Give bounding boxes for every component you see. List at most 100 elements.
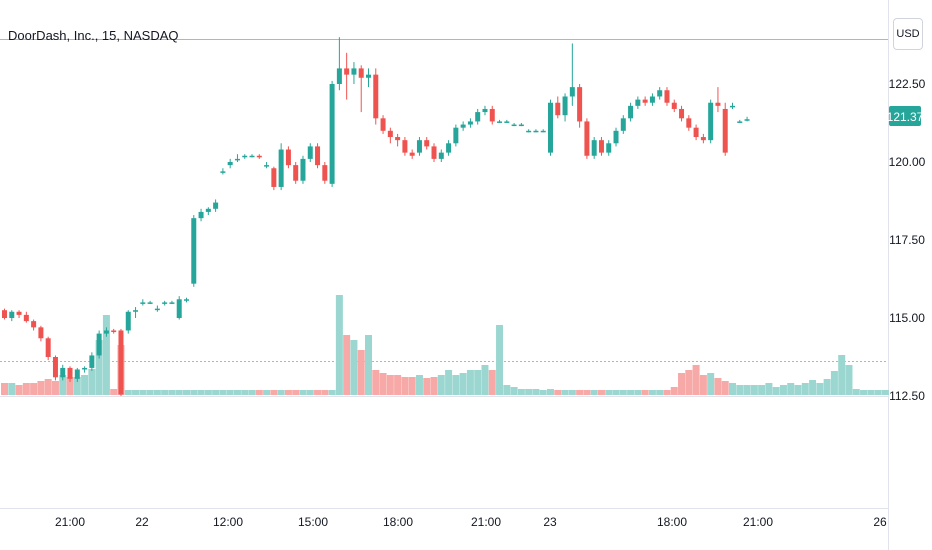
volume-bar (488, 370, 496, 395)
volume-bar (860, 390, 868, 395)
last-price-text: 121.37 (887, 110, 924, 124)
volume-bar (430, 377, 438, 395)
candle-body (249, 155, 255, 158)
candle-body (533, 130, 539, 133)
x-tick-label: 18:00 (383, 515, 413, 529)
candle-body (730, 105, 735, 108)
volume-bar (8, 383, 16, 395)
volume-bar (641, 390, 649, 395)
candle-body (154, 308, 160, 311)
volume-bar (481, 365, 489, 395)
volume-bars (1, 295, 889, 395)
y-tick-label: 122.50 (889, 77, 926, 91)
volume-bar (190, 390, 198, 395)
volume-bar (95, 340, 103, 395)
candle-body (140, 302, 146, 304)
candle-body (475, 112, 481, 122)
volume-bar (656, 390, 664, 395)
volume-bar (459, 373, 467, 395)
y-tick-label: 115.00 (889, 311, 925, 325)
volume-bar (168, 390, 176, 395)
volume-bar (357, 350, 365, 395)
volume-bar (66, 377, 74, 395)
volume-bar (554, 390, 562, 395)
volume-bar (503, 385, 511, 395)
volume-bar (809, 380, 817, 395)
candle-body (679, 108, 685, 119)
candle-body (213, 202, 219, 209)
candle-body (722, 108, 728, 153)
volume-bar (437, 375, 445, 395)
candle-body (103, 330, 109, 334)
volume-bar (153, 390, 161, 395)
candle-body (664, 90, 670, 103)
candle-body (38, 327, 44, 339)
volume-bar (510, 387, 518, 395)
candle-body (540, 130, 546, 133)
candle-body (715, 102, 721, 106)
volume-bar (590, 390, 598, 395)
volume-bar (496, 325, 504, 395)
volume-bar (365, 335, 372, 395)
volume-bar (729, 383, 736, 395)
candle-body (708, 102, 714, 141)
volume-bar (233, 390, 241, 395)
candle-body (220, 171, 226, 173)
volume-bar (22, 383, 30, 395)
volume-bar (284, 390, 292, 395)
candle-body (387, 130, 393, 138)
candle-body (300, 158, 306, 181)
candle-body (351, 68, 357, 75)
candle-body (23, 314, 29, 322)
volume-bar (30, 383, 38, 395)
volume-bar (328, 390, 336, 395)
candle-body (548, 102, 553, 153)
volume-bar (750, 385, 758, 395)
candle-body (162, 302, 168, 304)
candle-body (322, 165, 328, 181)
candle-body (518, 124, 524, 127)
candle-body (82, 367, 88, 370)
volume-bar (423, 378, 431, 395)
y-tick-label: 112.50 (889, 389, 925, 403)
candle-body (184, 299, 189, 301)
candle-body (409, 152, 415, 156)
volume-bar (612, 390, 620, 395)
volume-bar (350, 340, 358, 395)
volume-bar (335, 295, 343, 395)
volume-bar (838, 355, 846, 395)
candle-body (555, 102, 561, 116)
volume-bar (678, 373, 686, 395)
candle-body (125, 311, 131, 331)
candle-body (497, 121, 503, 123)
candle-body (111, 330, 117, 333)
volume-bar (401, 377, 409, 395)
volume-bar (88, 369, 96, 395)
candle-body (511, 124, 517, 127)
volume-bar (204, 390, 212, 395)
volume-bar (721, 381, 729, 395)
candle-body (133, 310, 139, 312)
currency-button[interactable]: USD (893, 18, 923, 50)
volume-bar (445, 370, 453, 395)
volume-bar (823, 379, 831, 395)
time-axis: 21:00 22 12:00 15:00 18:00 21:00 23 18:00 21:00 2… (55, 515, 887, 529)
candle-body (176, 299, 182, 318)
candle-body (366, 74, 371, 78)
candle-body (205, 208, 211, 212)
volume-bar (787, 383, 795, 395)
x-tick-label: 23 (543, 515, 557, 529)
candle-body (89, 355, 95, 368)
volume-bar (139, 390, 147, 395)
volume-bar (132, 390, 140, 395)
volume-bar (219, 390, 227, 395)
volume-bar (627, 390, 635, 395)
candle-body (424, 140, 430, 147)
x-tick-label: 26 (873, 515, 887, 529)
candle-body (453, 127, 459, 144)
volume-bar (743, 385, 751, 395)
volume-bar (867, 390, 875, 395)
volume-bar (707, 373, 715, 395)
